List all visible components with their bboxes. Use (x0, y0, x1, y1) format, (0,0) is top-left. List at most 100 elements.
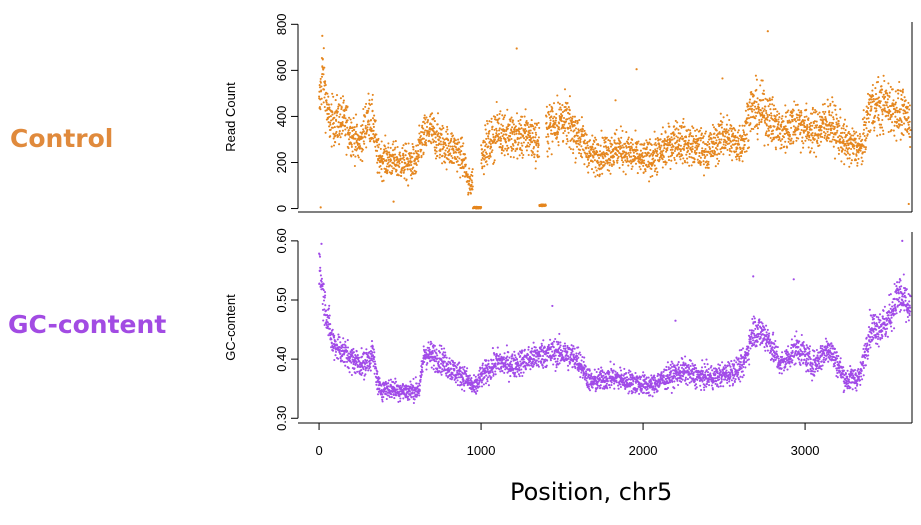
data-point (413, 391, 416, 394)
data-point (370, 340, 374, 343)
data-point (715, 139, 718, 142)
data-point (839, 108, 842, 111)
data-point (574, 127, 578, 130)
data-point (446, 128, 449, 131)
data-point (619, 141, 622, 144)
data-point (546, 155, 549, 158)
data-point (359, 158, 362, 161)
data-point (532, 125, 535, 128)
data-point (635, 68, 638, 71)
data-point (885, 89, 888, 92)
data-point (460, 150, 463, 153)
data-point (882, 129, 885, 132)
data-point (413, 398, 416, 401)
data-point (347, 129, 350, 132)
data-point (681, 121, 685, 124)
data-point (807, 117, 810, 120)
data-point (391, 169, 394, 172)
data-point (631, 143, 634, 146)
data-point (664, 163, 667, 166)
data-point (716, 148, 719, 151)
data-point (877, 76, 880, 79)
data-point (806, 125, 809, 129)
data-point (821, 120, 824, 123)
data-point (356, 370, 359, 373)
data-point (350, 373, 353, 377)
data-point (374, 363, 377, 366)
data-point (693, 158, 696, 161)
data-point (724, 132, 727, 135)
data-point (356, 154, 360, 157)
data-point (862, 132, 865, 135)
data-point (778, 112, 781, 115)
data-point (487, 376, 490, 379)
data-point (886, 101, 889, 104)
data-point (525, 129, 528, 133)
data-point (456, 170, 459, 173)
data-point (737, 129, 740, 132)
data-point (360, 150, 363, 153)
data-point (503, 352, 506, 355)
data-point (343, 124, 347, 127)
data-point (389, 146, 392, 149)
data-point (607, 147, 610, 150)
data-point (498, 112, 501, 116)
data-point (512, 156, 515, 159)
data-point (730, 124, 733, 127)
data-point (907, 121, 910, 124)
data-point (536, 153, 539, 156)
data-point (452, 149, 455, 152)
data-point (537, 121, 540, 124)
data-point (425, 368, 428, 371)
data-point (630, 146, 633, 150)
data-point (422, 345, 425, 348)
data-point (520, 127, 523, 130)
x-tick-label: 1000 (467, 443, 496, 458)
data-point (420, 141, 423, 144)
data-point (353, 358, 356, 361)
data-point (716, 143, 719, 146)
data-point (429, 340, 432, 343)
data-point (335, 119, 338, 122)
data-point (687, 145, 690, 148)
data-point (592, 156, 595, 159)
data-point (813, 126, 816, 129)
data-point (900, 93, 903, 97)
data-point (770, 114, 773, 117)
data-point (535, 123, 538, 127)
data-point (769, 126, 772, 129)
data-point (866, 133, 869, 136)
data-point (393, 167, 396, 170)
data-point (384, 171, 387, 174)
data-point (684, 139, 687, 142)
data-point (754, 117, 757, 120)
data-point (753, 108, 756, 111)
data-point (672, 131, 675, 134)
data-point (485, 143, 488, 146)
data-point (506, 144, 509, 147)
data-point (724, 139, 727, 142)
data-point (431, 138, 434, 141)
data-point (622, 146, 625, 149)
data-point (561, 111, 564, 114)
data-point (364, 115, 367, 118)
data-point (371, 98, 374, 101)
data-point (565, 107, 569, 111)
data-point (636, 172, 639, 175)
data-point (320, 97, 323, 100)
data-point (372, 354, 375, 357)
y-tick-label: 800 (274, 13, 289, 35)
data-point (774, 115, 777, 118)
data-point (776, 110, 779, 113)
data-point (412, 145, 415, 148)
data-point (492, 358, 495, 361)
data-point (638, 161, 641, 164)
data-point (442, 362, 445, 365)
data-point (328, 106, 331, 109)
data-point (365, 361, 368, 364)
data-point (465, 370, 468, 373)
data-point (791, 114, 794, 117)
data-point (344, 117, 347, 120)
data-point (687, 149, 690, 152)
data-point (718, 152, 721, 155)
